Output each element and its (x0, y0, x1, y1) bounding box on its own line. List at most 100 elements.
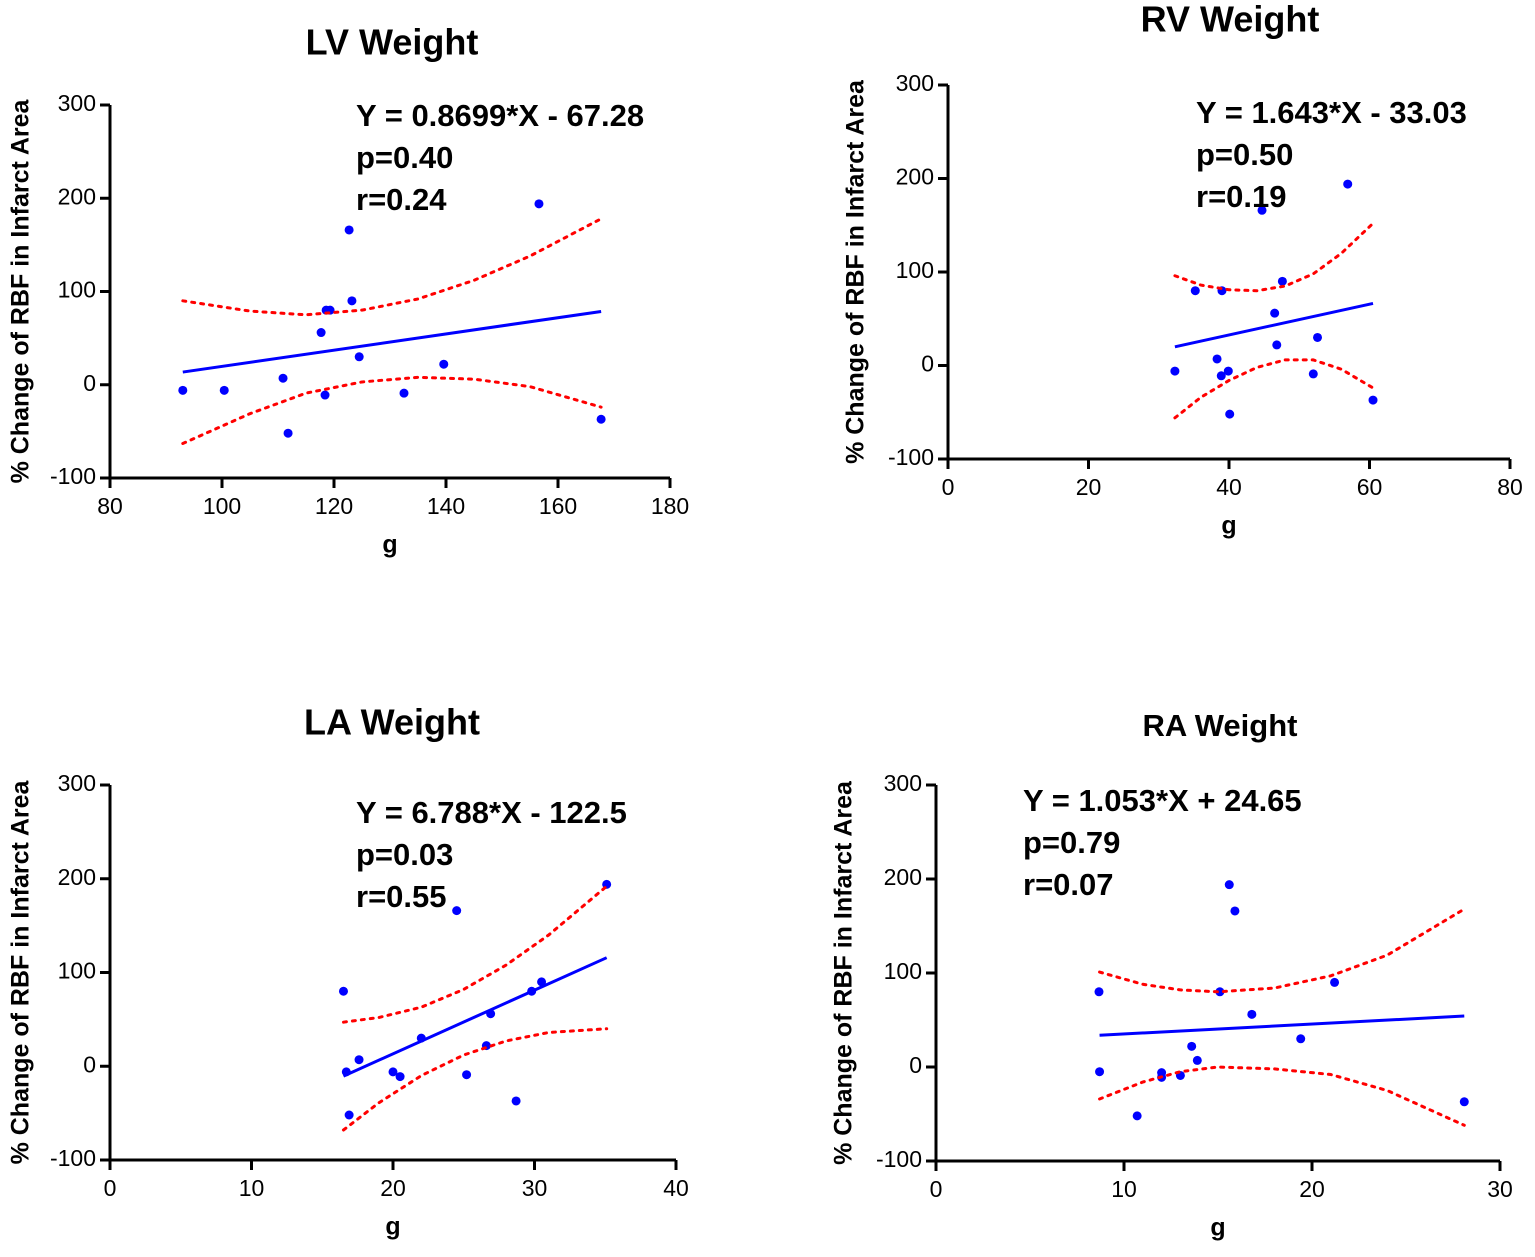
fit-line (182, 309, 602, 374)
point (219, 385, 229, 395)
point (1187, 1041, 1197, 1051)
y-tick-label: 200 (896, 164, 934, 190)
chart-title: LA Weight (304, 702, 480, 743)
point (1230, 906, 1240, 916)
y-tick-label: -100 (50, 463, 96, 489)
chart-title: RV Weight (1141, 0, 1320, 40)
x-tick-label: 80 (1497, 474, 1523, 500)
point (1192, 1055, 1202, 1065)
panel: RV Weight g % Change of RBF in Infarct Are… (842, 0, 1523, 540)
annotation: p=0.40 (356, 140, 453, 175)
point (1095, 1067, 1105, 1077)
annotation: p=0.03 (356, 837, 453, 872)
x-tick-label: 160 (539, 493, 577, 519)
x-axis-label: g (382, 531, 397, 559)
point (1257, 205, 1267, 215)
x-tick-label: 80 (97, 493, 123, 519)
x-tick-label: 60 (1357, 474, 1383, 500)
point (344, 1110, 354, 1120)
point (1368, 395, 1378, 405)
point (1277, 276, 1287, 286)
x-tick-label: 0 (104, 1175, 117, 1201)
point (354, 352, 364, 362)
y-tick-label: 300 (58, 770, 96, 796)
x-tick-label: 10 (1111, 1176, 1137, 1202)
x-tick-label: 10 (239, 1175, 265, 1201)
point (1224, 880, 1234, 890)
x-tick-label: 140 (427, 493, 465, 519)
x-tick-label: 0 (930, 1176, 943, 1202)
point (439, 359, 449, 369)
y-tick-label: 100 (58, 277, 96, 303)
y-axis-label: % Change of RBF in Infarct Area (830, 780, 858, 1165)
point (1132, 1111, 1142, 1121)
y-tick-label: 300 (896, 70, 934, 96)
panel: RA Weight g % Change of RBF in Infarct Are… (830, 708, 1513, 1241)
point (537, 977, 547, 987)
y-tick-label: 0 (83, 1051, 96, 1077)
point (1459, 1097, 1469, 1107)
y-axis-label: % Change of RBF in Infarct Area (7, 98, 35, 483)
confidence-band (1098, 1065, 1466, 1127)
chart-title: LV Weight (306, 22, 479, 63)
y-tick-label: 100 (884, 958, 922, 984)
x-tick-label: 20 (1299, 1176, 1325, 1202)
y-tick-label: -100 (888, 444, 934, 470)
confidence-band (1173, 358, 1375, 420)
y-tick-label: 300 (884, 770, 922, 796)
y-tick-label: -100 (50, 1145, 96, 1171)
point (462, 1070, 472, 1080)
y-tick-label: 200 (884, 864, 922, 890)
point (1225, 409, 1235, 419)
point (1343, 179, 1353, 189)
x-tick-label: 30 (1487, 1176, 1513, 1202)
point (395, 1072, 405, 1082)
x-tick-label: 0 (942, 474, 955, 500)
confidence-band (1098, 907, 1466, 994)
annotation: Y = 1.053*X + 24.65 (1023, 783, 1302, 818)
point (1247, 1009, 1257, 1019)
x-tick-label: 40 (1216, 474, 1242, 500)
fit-line (342, 956, 608, 1078)
point (388, 1067, 398, 1077)
y-axis-label: % Change of RBF in Infarct Area (7, 779, 35, 1164)
x-axis-label: g (1210, 1214, 1225, 1242)
point (596, 414, 606, 424)
chart-title: RA Weight (1143, 708, 1298, 743)
point (1272, 340, 1282, 350)
annotation: p=0.50 (1196, 137, 1293, 172)
point (1308, 369, 1318, 379)
y-axis-label: % Change of RBF in Infarct Area (842, 79, 870, 464)
x-axis-label: g (1221, 512, 1236, 540)
confidence-band (341, 1027, 609, 1132)
y-tick-label: 0 (921, 351, 934, 377)
point (1313, 332, 1323, 342)
point (344, 225, 354, 235)
point (452, 906, 462, 916)
annotation: p=0.79 (1023, 825, 1120, 860)
point (283, 428, 293, 438)
point (354, 1055, 364, 1065)
x-tick-label: 100 (203, 493, 241, 519)
annotation: r=0.24 (356, 182, 447, 217)
point (1270, 308, 1280, 318)
annotation: Y = 6.788*X - 122.5 (356, 795, 627, 830)
point (1170, 366, 1180, 376)
point (1216, 371, 1226, 381)
y-tick-label: 0 (83, 370, 96, 396)
x-tick-label: 20 (380, 1175, 406, 1201)
point (534, 199, 544, 209)
y-tick-label: 0 (909, 1052, 922, 1078)
annotation: r=0.55 (356, 879, 447, 914)
point (1215, 987, 1225, 997)
point (1212, 354, 1222, 364)
point (278, 373, 288, 383)
point (1223, 366, 1233, 376)
point (338, 986, 348, 996)
annotation: Y = 1.643*X - 33.03 (1196, 95, 1467, 130)
point (1190, 286, 1200, 296)
y-tick-label: -100 (876, 1146, 922, 1172)
y-tick-label: 200 (58, 183, 96, 209)
panel: LA Weight g % Change of RBF in Infarct Are… (7, 702, 689, 1241)
